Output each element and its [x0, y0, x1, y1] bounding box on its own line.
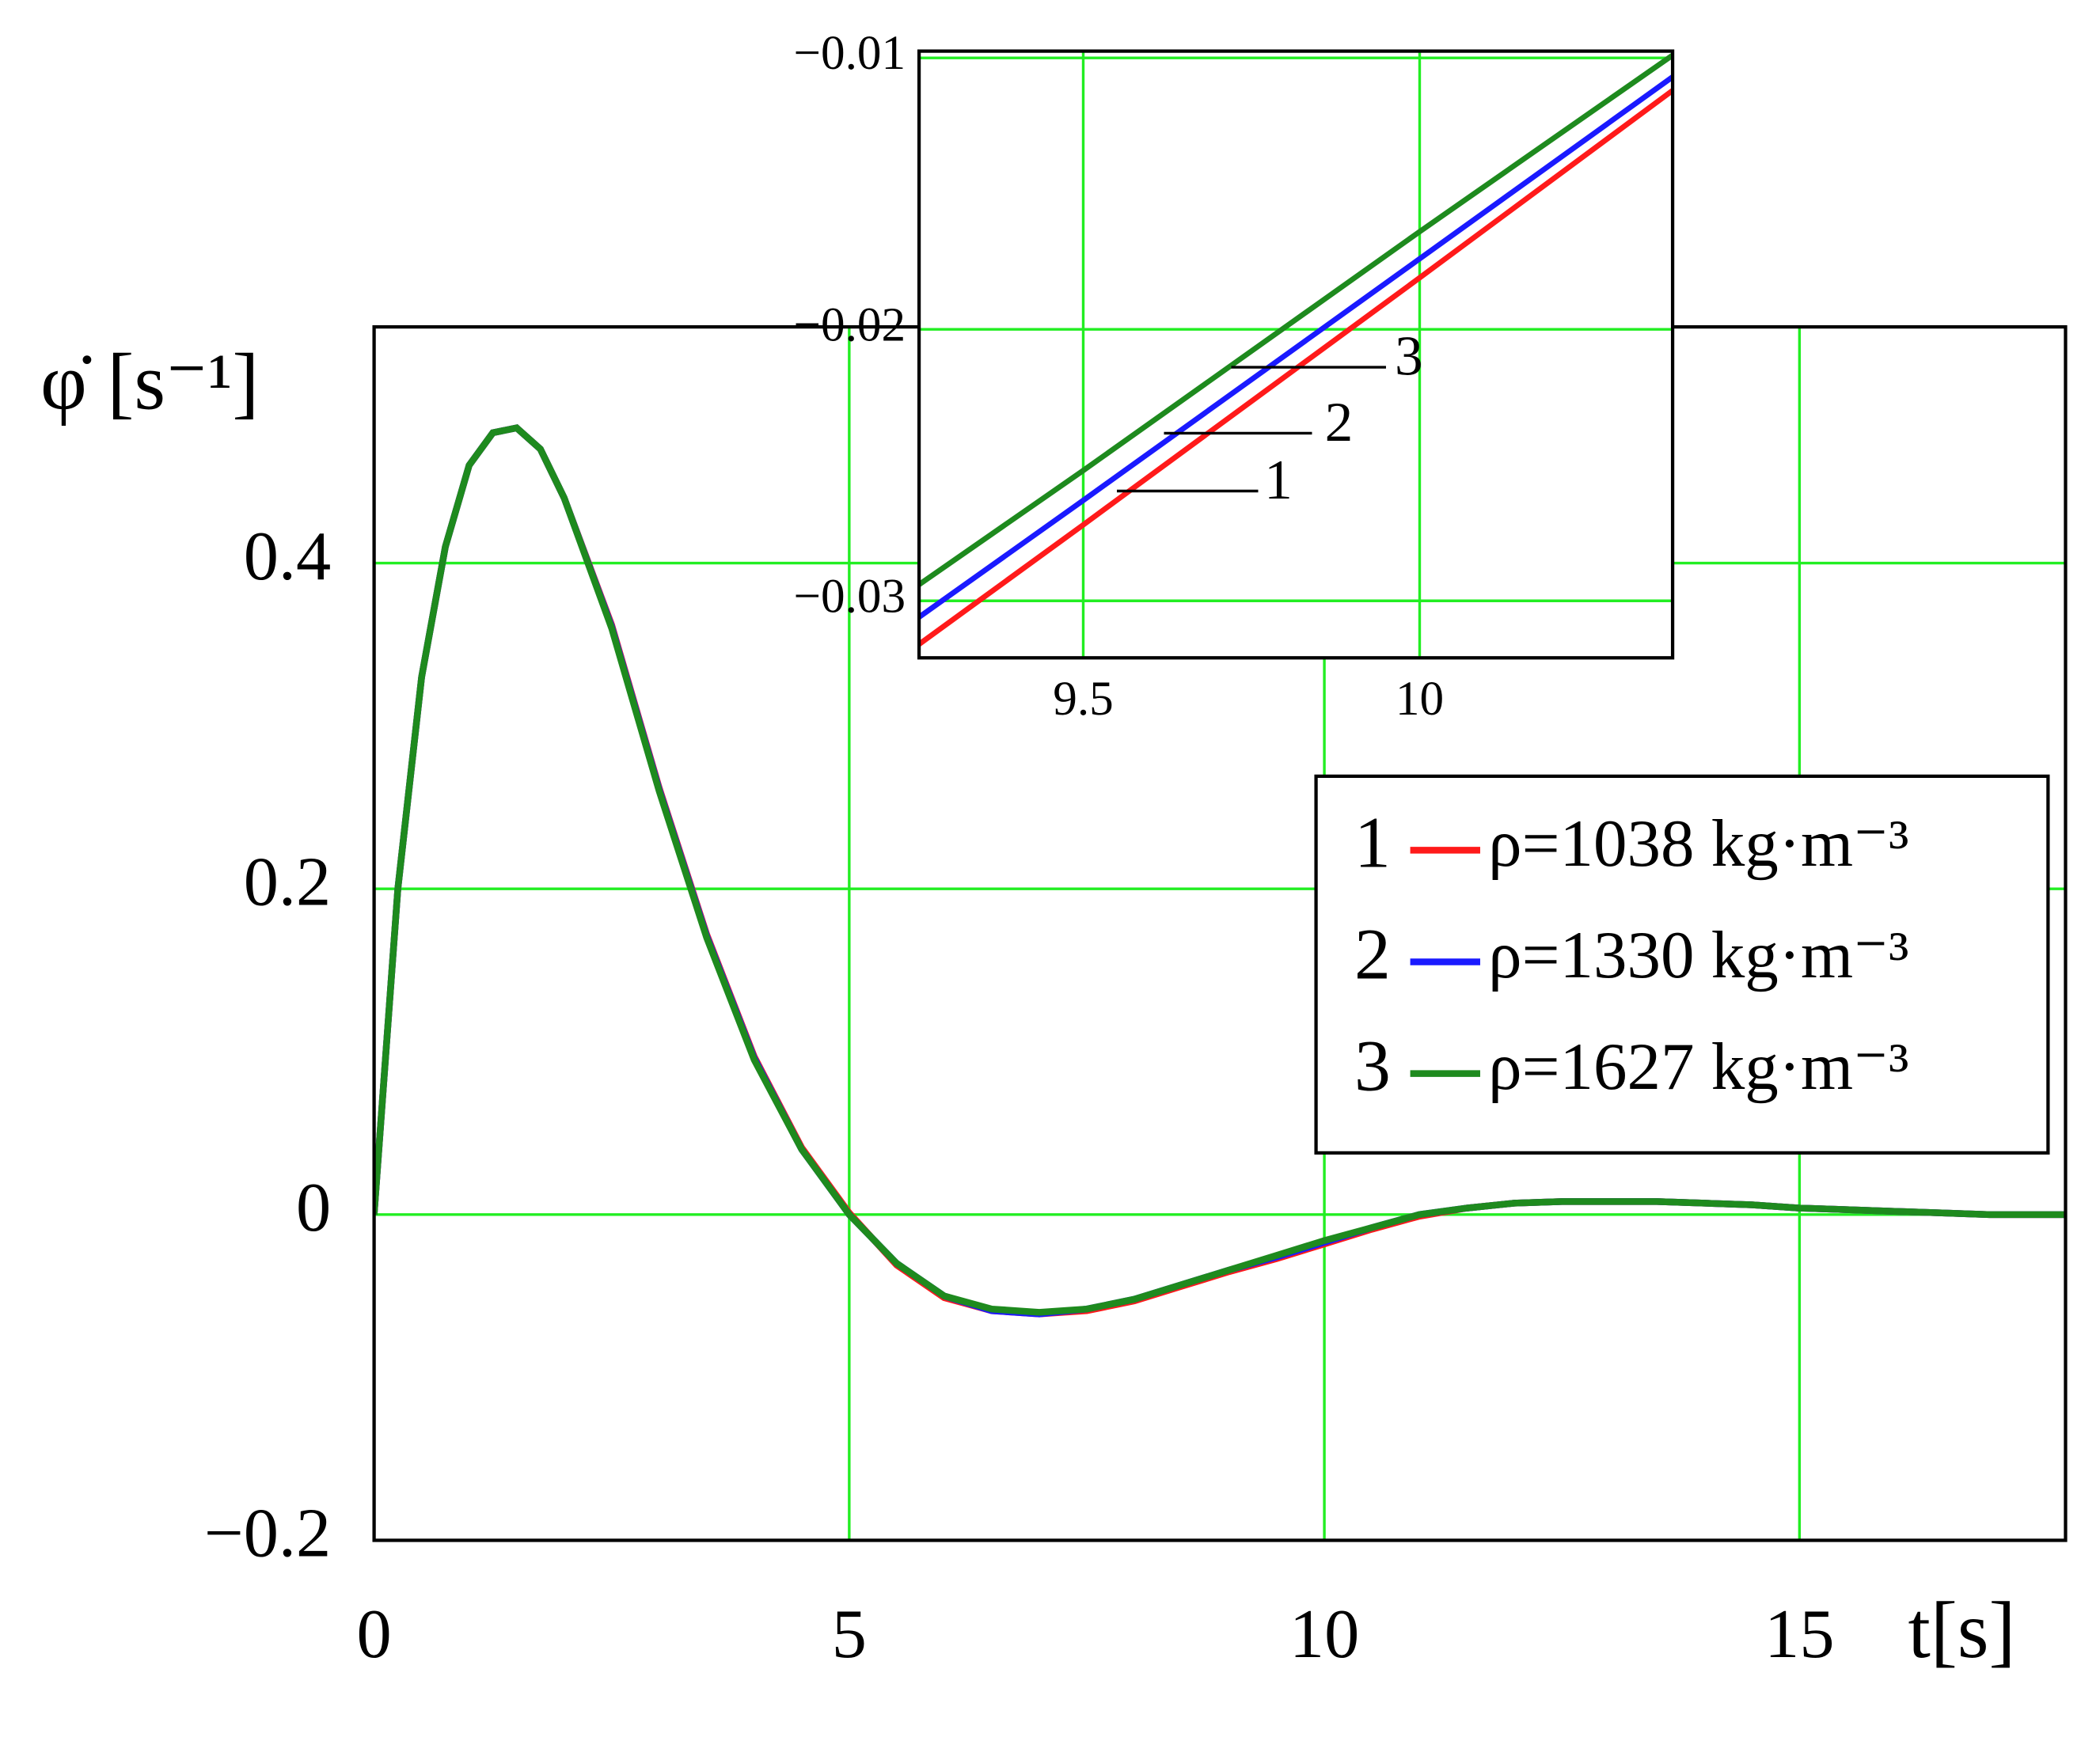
legend-number: 3	[1354, 1026, 1391, 1106]
series-line	[919, 52, 1673, 587]
x-tick-label: 9.5	[1053, 672, 1113, 726]
x-tick-label: 0	[357, 1595, 392, 1673]
x-tick-label: 10	[1289, 1595, 1359, 1673]
x-tick-label: 10	[1396, 672, 1444, 726]
y-tick-label: 0	[296, 1169, 331, 1246]
x-axis-label: t[s]	[1908, 1586, 2016, 1675]
series-line	[374, 424, 2066, 1316]
series-annotation: 1	[1264, 449, 1293, 511]
legend-label: ρ=1038 kg·m⁻³	[1488, 806, 1908, 881]
plot-background	[919, 51, 1673, 658]
series-annotation: 2	[1325, 391, 1354, 453]
series-annotation: 3	[1395, 325, 1423, 388]
y-tick-label: −0.02	[793, 298, 906, 351]
plot-border	[917, 49, 1675, 660]
x-tick-label: 5	[832, 1595, 867, 1673]
legend: 1 ρ=1038 kg·m⁻³ 2 ρ=1330 kg·m⁻³ 3 ρ=1627 kg·m…	[1314, 774, 2050, 1155]
legend-number: 2	[1354, 914, 1391, 995]
y-tick-label: −0.01	[793, 26, 906, 80]
legend-label: ρ=1627 kg·m⁻³	[1488, 1030, 1908, 1104]
series-line	[919, 74, 1673, 620]
legend-number: 1	[1354, 802, 1391, 882]
y-tick-label: −0.03	[793, 569, 906, 623]
y-tick-label: 0.2	[244, 843, 331, 920]
x-tick-label: 15	[1764, 1595, 1834, 1673]
y-tick-label: 0.4	[244, 518, 331, 595]
inset-chart: 9.5 10 −0.03 −0.02 −0.01 123	[793, 26, 1675, 726]
y-axis-label: φ̇ [s⁻¹]	[40, 337, 259, 427]
y-tick-label: −0.2	[204, 1495, 331, 1572]
legend-label: ρ=1330 kg·m⁻³	[1488, 918, 1908, 992]
series-line	[919, 88, 1673, 647]
